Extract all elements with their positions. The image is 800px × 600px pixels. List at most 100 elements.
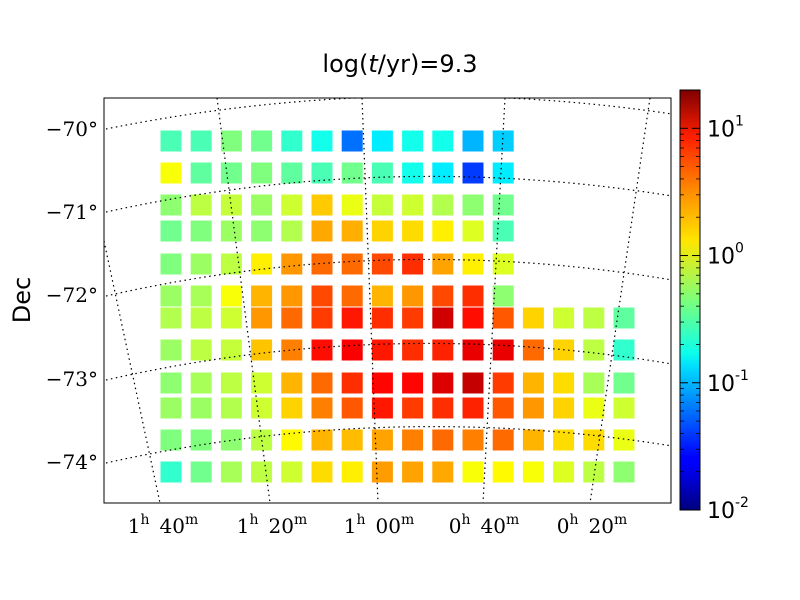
heatmap-cell (341, 397, 363, 419)
title-suffix: /yr)=9.3 (378, 50, 478, 78)
heatmap-cell (371, 429, 393, 451)
heatmap-cell (432, 130, 454, 152)
heatmap-cell (522, 307, 544, 329)
dec-tick-label: −74° (46, 450, 98, 474)
heatmap-cell (281, 162, 303, 184)
grid-line (105, 425, 671, 464)
heatmap-cells (160, 130, 635, 483)
heatmap-cell (341, 372, 363, 394)
heatmap-cell (522, 429, 544, 451)
heatmap-cell (190, 220, 212, 242)
heatmap-cell (402, 194, 424, 216)
heatmap-cell (613, 397, 635, 419)
heatmap-cell (492, 339, 514, 361)
heatmap-cell (402, 130, 424, 152)
heatmap-cell (492, 130, 514, 152)
heatmap-cell (281, 397, 303, 419)
heatmap-cell (281, 372, 303, 394)
heatmap-cell (402, 461, 424, 483)
heatmap-cell (251, 194, 273, 216)
heatmap-cell (160, 194, 182, 216)
heatmap-cell (281, 194, 303, 216)
heatmap-cell (492, 429, 514, 451)
heatmap-cell (160, 220, 182, 242)
heatmap-cell (341, 307, 363, 329)
heatmap-cell (251, 372, 273, 394)
heatmap-cell (432, 397, 454, 419)
heatmap-cell (553, 397, 575, 419)
heatmap-cell (341, 339, 363, 361)
heatmap-cell (613, 372, 635, 394)
coordinate-grid (104, 98, 671, 503)
heatmap-cell (160, 285, 182, 307)
heatmap-cell (190, 372, 212, 394)
heatmap-cell (220, 339, 242, 361)
grid-line (589, 98, 651, 503)
heatmap-cell (311, 130, 333, 152)
heatmap-cell (251, 130, 273, 152)
y-axis-label: Dec (8, 277, 36, 323)
heatmap-cell (281, 220, 303, 242)
heatmap-cell (311, 461, 333, 483)
heatmap-cell (402, 253, 424, 275)
heatmap-cell (462, 372, 484, 394)
grid-line (216, 98, 271, 503)
heatmap-cell (341, 220, 363, 242)
dec-tick-label: −70° (46, 117, 98, 141)
heatmap-cell (311, 253, 333, 275)
heatmap-cell (281, 285, 303, 307)
heatmap-cell (371, 372, 393, 394)
heatmap-cell (220, 429, 242, 451)
chart-title: log(t/yr)=9.3 (322, 50, 477, 78)
heatmap-cell (522, 461, 544, 483)
colorbar-tick-label: 101 (707, 113, 744, 142)
grid-line (105, 175, 671, 213)
heatmap-cell (613, 461, 635, 483)
heatmap-cell (220, 220, 242, 242)
heatmap-cell (371, 253, 393, 275)
heatmap-cell (220, 253, 242, 275)
heatmap-cell (613, 307, 635, 329)
heatmap-cell (492, 307, 514, 329)
heatmap-cell (553, 461, 575, 483)
heatmap-cell (402, 307, 424, 329)
heatmap-cell (402, 162, 424, 184)
heatmap-cell (583, 372, 605, 394)
grid-line (105, 342, 671, 381)
heatmap-cell (492, 372, 514, 394)
heatmap-cell (432, 220, 454, 242)
heatmap-cell (281, 429, 303, 451)
heatmap-cell (190, 162, 212, 184)
heatmap-cell (583, 461, 605, 483)
heatmap-cell (492, 461, 514, 483)
ra-tick-label: 0h 40m (449, 512, 520, 538)
heatmap-cell (190, 461, 212, 483)
heatmap-cell (492, 162, 514, 184)
heatmap-cell (220, 285, 242, 307)
colorbar (679, 89, 701, 511)
heatmap-cell (371, 285, 393, 307)
heatmap-cell (281, 253, 303, 275)
heatmap-cell (371, 339, 393, 361)
heatmap-cell (462, 162, 484, 184)
heatmap-cell (160, 397, 182, 419)
heatmap-cell (251, 397, 273, 419)
heatmap-cell (553, 372, 575, 394)
heatmap-cell (160, 162, 182, 184)
heatmap-cell (251, 307, 273, 329)
heatmap-cell (220, 397, 242, 419)
heatmap-cell (251, 429, 273, 451)
heatmap-cell (432, 339, 454, 361)
heatmap-cell (251, 339, 273, 361)
heatmap-cell (432, 372, 454, 394)
heatmap-cell (160, 339, 182, 361)
heatmap-cell (613, 339, 635, 361)
heatmap-cell (522, 397, 544, 419)
plot-frame (103, 97, 672, 504)
heatmap-cell (251, 461, 273, 483)
heatmap-cell (371, 162, 393, 184)
heatmap-cell (462, 130, 484, 152)
heatmap-cell (311, 162, 333, 184)
heatmap-cell (341, 194, 363, 216)
heatmap-cell (583, 339, 605, 361)
